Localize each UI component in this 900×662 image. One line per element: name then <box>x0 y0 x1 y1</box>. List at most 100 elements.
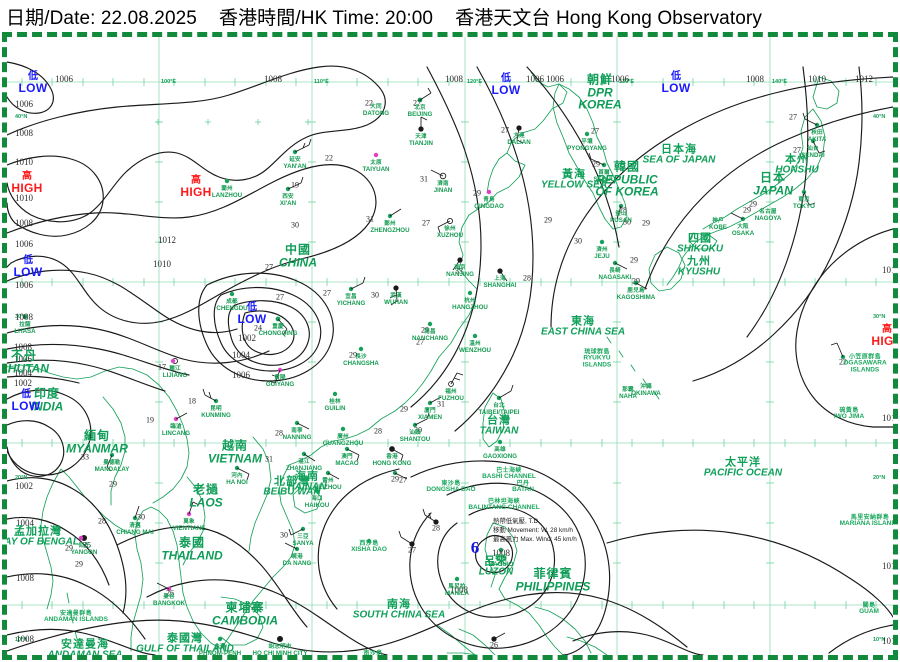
tropical-depression-symbol: 6 <box>470 538 480 557</box>
isobar-label: 1004 <box>14 368 32 378</box>
graticule-label: 40°N <box>873 114 886 120</box>
station-temperature: 22 <box>365 98 373 108</box>
graticule-label: 120°E <box>467 79 483 85</box>
station-temperature: 27 <box>251 602 259 612</box>
isobar-label: 1012 <box>158 235 176 245</box>
graticule-label: 140°E <box>772 79 788 85</box>
station-temperature: 30 <box>291 220 299 230</box>
map-canvas: 100°E 110°E 120°E 130°E 140°E 40°N 40°N 30°N 30°… <box>7 37 893 655</box>
header-organisation: 香港天文台 Hong Kong Observatory <box>455 7 762 29</box>
station-temperature: 28 <box>523 273 531 283</box>
isobar-label: 1008 <box>746 74 764 84</box>
isobar-label: 1002 <box>15 481 33 491</box>
station-temperature: 24 <box>254 323 262 333</box>
station-temperature: 33 <box>455 266 463 276</box>
isobar-label: 1006 <box>15 280 33 290</box>
station-temperature: 29 <box>349 350 357 360</box>
station-temperature: 27 <box>591 126 599 136</box>
dot-grid <box>155 119 311 125</box>
station-temperature: 29 <box>391 474 399 484</box>
isobar-label: 1004 <box>232 350 250 360</box>
graticule-label: 20°N <box>15 475 28 481</box>
isobar-label: 1006 <box>15 239 33 249</box>
station-temperature: 30 <box>623 217 631 227</box>
isobar-label: 1010 <box>15 193 33 203</box>
isobar-label: 1006 <box>232 370 250 380</box>
isobar-label: 1004 <box>16 518 34 528</box>
station-temperature: 29 <box>632 276 640 286</box>
isobar-label: 1008 <box>15 312 33 322</box>
graticule <box>7 37 893 655</box>
isobar-label: 1014 <box>882 265 893 275</box>
coastlines <box>7 71 840 655</box>
isobar-label: 1006 <box>546 74 564 84</box>
station-temperature: 27 <box>789 112 797 122</box>
station-temperature: 27 <box>276 292 284 302</box>
station-temperature: 26 <box>490 640 498 650</box>
isobars <box>7 61 893 655</box>
station-temperature: 30 <box>574 236 582 246</box>
station-temperature: 29 <box>592 159 600 169</box>
graticule-label: 40°N <box>15 114 28 120</box>
graticule-label: 30°N <box>873 314 886 320</box>
station-temperature: 29 <box>743 205 751 215</box>
isobar-label: 1006 <box>15 99 33 109</box>
station-temperature: 29 <box>75 559 83 569</box>
station-temperature: 29 <box>109 479 117 489</box>
map-vector-layer <box>7 37 893 655</box>
station-temperature: 29 <box>421 325 429 335</box>
station-temperature: 30 <box>137 512 145 522</box>
isobar-label: 1012 <box>855 74 873 84</box>
isobar-label: 1006 <box>611 74 629 84</box>
isobar-label: 1002 <box>14 378 32 388</box>
isobar-label: 1006 <box>526 74 544 84</box>
station-temperature: 27 <box>323 288 331 298</box>
station-temperature: 31 <box>265 454 273 464</box>
station-temperature: 22 <box>839 357 847 367</box>
station-temperature: 31 <box>366 214 374 224</box>
station-temperature: 27 <box>416 337 424 347</box>
isobar-label: 1008 <box>15 218 33 228</box>
station-temperature: 19 <box>146 415 154 425</box>
station-temperature: 30 <box>280 530 288 540</box>
station-temperature: 29 <box>544 215 552 225</box>
isobar-label: 1010 <box>15 157 33 167</box>
station-temperature: 22 <box>325 153 333 163</box>
station-temperature: 27 <box>501 125 509 135</box>
isobar-label: 1008 <box>445 74 463 84</box>
graticule-label: 10°N <box>15 637 28 643</box>
station-plots <box>22 87 846 643</box>
graticule-label: 20°N <box>873 475 886 481</box>
station-temperature: 31 <box>437 399 445 409</box>
station-temperature: 28 <box>374 426 382 436</box>
station-temperature: 33 <box>81 452 89 462</box>
station-temperature: 27 <box>422 218 430 228</box>
station-temperature: 27 <box>408 545 416 555</box>
station-temperature: 27 <box>399 475 407 485</box>
station-temperature: 29 <box>473 188 481 198</box>
header-time: 香港時間/HK Time: 20:00 <box>218 7 434 29</box>
tropical-depression-annotation: 熱帶低氣壓, T.D. 移動 Movement: W, 28 km/h 最高風力 M… <box>493 518 577 544</box>
graticule-label: 10°N <box>873 637 886 643</box>
station-temperature: 28 <box>619 205 627 215</box>
station-temperature: 17 <box>158 362 166 372</box>
isobar-label: 1008 <box>492 548 510 558</box>
isobar-label: 1006 <box>14 354 32 364</box>
td-annotation-line: 熱帶低氣壓, T.D. <box>493 518 540 525</box>
isobar-label: 1010 <box>808 74 826 84</box>
isobar-label: 1008 <box>16 573 34 583</box>
station-temperature: 25 <box>83 540 91 550</box>
graticule-label: 110°E <box>314 79 329 85</box>
td-annotation-line: 移動 Movement: W, 28 km/h <box>493 526 573 534</box>
station-temperature: 27 <box>265 262 273 272</box>
isobar-label: 1010 <box>882 636 893 646</box>
station-temperature: 19 <box>291 180 299 190</box>
weather-map: 100°E 110°E 120°E 130°E 140°E 40°N 40°N 30°N 30°… <box>2 32 898 660</box>
chart-header: 日期/Date: 22.08.2025 香港時間/HK Time: 20:00 … <box>0 0 900 32</box>
graticule-label: 100°E <box>161 79 177 85</box>
station-temperature: 29 <box>749 199 757 209</box>
station-temperature: 30 <box>414 425 422 435</box>
isobar-label: 1006 <box>55 74 73 84</box>
graticule-ticks <box>21 78 877 609</box>
